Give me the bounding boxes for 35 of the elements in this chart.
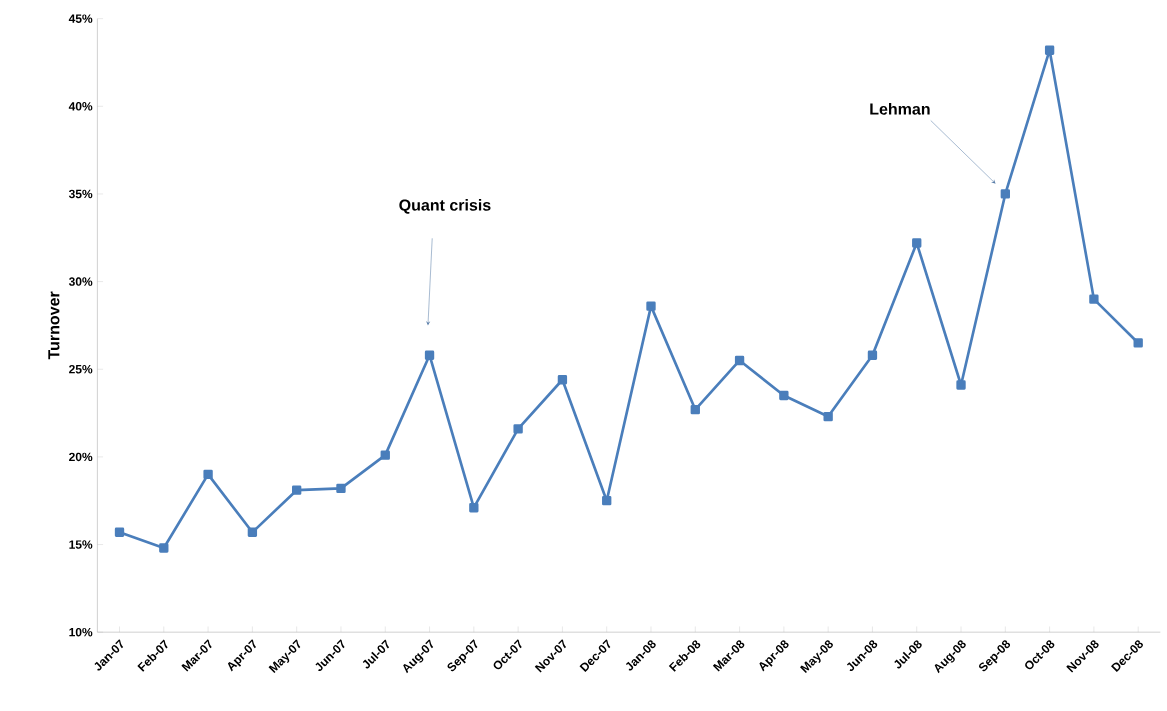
point xyxy=(114,527,125,537)
point xyxy=(247,527,258,537)
point xyxy=(1089,294,1099,304)
point xyxy=(734,355,745,366)
point xyxy=(557,375,568,385)
point xyxy=(513,424,523,434)
point xyxy=(823,411,833,422)
point xyxy=(956,380,966,390)
point xyxy=(469,503,479,513)
y-axis-title: Turnover xyxy=(48,291,60,360)
y-tick-label: 30% xyxy=(68,277,93,286)
y-tick-label: 25% xyxy=(69,365,93,374)
point xyxy=(1000,189,1010,199)
point xyxy=(292,485,302,495)
y-tick-label: 15% xyxy=(69,540,93,549)
point xyxy=(779,390,789,401)
point xyxy=(1133,338,1143,348)
point xyxy=(336,483,346,494)
point xyxy=(912,238,922,248)
point xyxy=(646,301,656,311)
annotation: Quant crisis xyxy=(399,199,491,214)
point xyxy=(1044,45,1055,55)
point xyxy=(690,404,700,415)
y-tick-label: 10% xyxy=(69,627,93,637)
y-tick-label: 20% xyxy=(69,452,93,462)
annotation: Lehman xyxy=(870,103,930,115)
point xyxy=(203,469,213,480)
y-tick-label: 35% xyxy=(68,189,93,199)
point xyxy=(424,350,435,360)
point xyxy=(159,543,169,553)
point xyxy=(867,350,878,360)
y-tick-label: 40% xyxy=(68,102,93,111)
y-tick-label: 45% xyxy=(68,14,93,23)
point xyxy=(602,496,612,506)
point xyxy=(380,450,390,460)
